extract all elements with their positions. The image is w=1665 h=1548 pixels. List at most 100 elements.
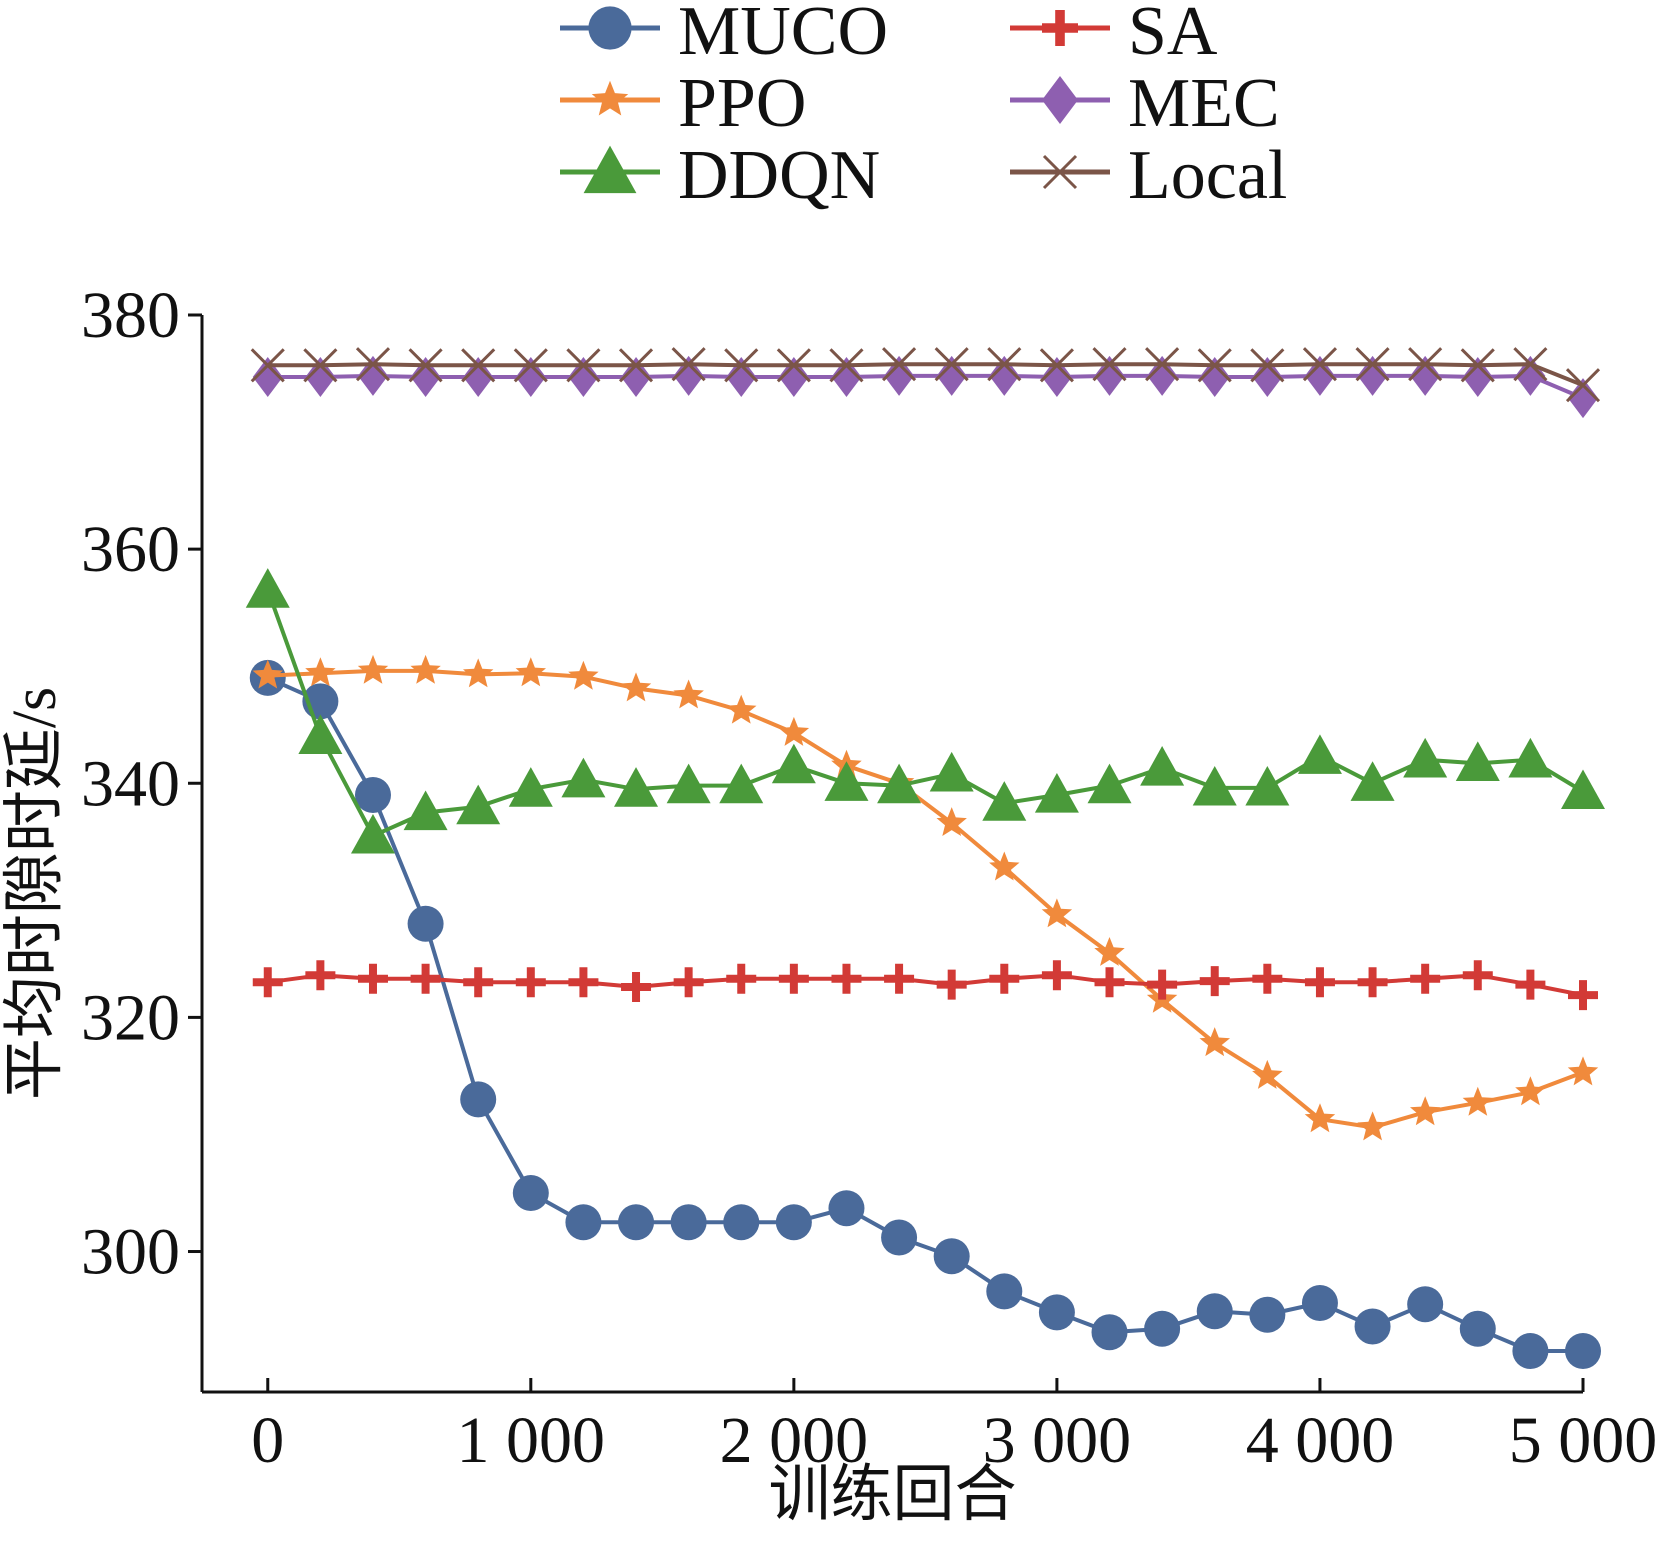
data-point-sa	[1410, 963, 1441, 994]
legend-marker-mec	[1042, 76, 1078, 124]
legend-item-ddqn: DDQN	[560, 137, 880, 214]
series-local	[250, 347, 1601, 403]
x-tick-label: 4 000	[1246, 1404, 1395, 1477]
legend-label-sa: SA	[1128, 0, 1218, 70]
data-point-local	[1565, 368, 1601, 403]
data-point-local	[618, 348, 654, 383]
data-point-muco	[828, 1190, 865, 1227]
legend-marker-ddqn	[583, 145, 637, 194]
data-point-ppo	[463, 658, 494, 688]
legend-label-ddqn: DDQN	[678, 137, 880, 214]
data-point-local	[1197, 348, 1232, 383]
series-ppo	[252, 654, 1599, 1141]
data-point-ddqn	[561, 757, 606, 798]
data-point-ddqn	[1140, 746, 1185, 786]
data-point-sa	[1147, 969, 1178, 1000]
x-tick-label: 2 000	[720, 1404, 869, 1477]
data-point-local	[1302, 347, 1338, 382]
data-point-ppo	[1567, 1056, 1599, 1086]
data-point-local	[671, 347, 706, 382]
legend-item-mec: MEC	[1010, 65, 1280, 142]
series-line-local	[267, 362, 1584, 388]
data-point-sa	[568, 967, 599, 998]
data-point-ppo	[1410, 1096, 1441, 1126]
data-point-ppo	[1252, 1059, 1283, 1089]
y-axis-title: 平均时隙时延/s	[1, 687, 69, 1100]
data-point-local	[1092, 347, 1127, 382]
data-point-sa	[1094, 967, 1125, 998]
data-point-ddqn	[1192, 765, 1237, 806]
data-point-ddqn	[666, 763, 711, 804]
data-point-ddqn	[403, 790, 448, 831]
data-point-ddqn	[614, 767, 659, 807]
data-point-ppo	[252, 659, 283, 689]
data-point-local	[987, 347, 1022, 382]
data-point-ppo	[1304, 1103, 1336, 1133]
series-ddqn	[245, 568, 1605, 854]
data-point-sa	[410, 963, 441, 994]
data-point-ppo	[1094, 937, 1125, 966]
data-point-sa	[357, 963, 388, 994]
data-point-ddqn	[929, 751, 974, 792]
data-point-ppo	[936, 807, 967, 836]
data-point-local	[513, 348, 548, 383]
data-point-sa	[515, 967, 546, 998]
data-point-ppo	[410, 654, 441, 684]
data-point-muco	[1407, 1286, 1444, 1323]
data-point-muco	[1091, 1314, 1128, 1351]
data-point-local	[1408, 347, 1443, 382]
data-point-ppo	[1199, 1027, 1230, 1057]
x-tick-label: 5 000	[1509, 1404, 1658, 1477]
data-point-local	[882, 347, 917, 382]
data-point-ddqn	[298, 714, 343, 755]
data-point-sa	[1515, 969, 1546, 1000]
legend-label-muco: MUCO	[678, 0, 888, 70]
data-point-local	[1460, 348, 1495, 383]
data-point-muco	[1196, 1293, 1233, 1330]
data-point-ddqn	[1087, 763, 1132, 804]
legend-label-ppo: PPO	[678, 65, 806, 142]
data-point-muco	[1459, 1310, 1496, 1347]
data-point-ddqn	[824, 761, 869, 801]
data-point-sa	[1041, 960, 1072, 991]
data-point-muco	[670, 1204, 707, 1241]
data-point-local	[355, 347, 391, 382]
data-point-muco	[723, 1204, 760, 1241]
legend-item-local: Local	[1010, 137, 1287, 214]
data-point-muco	[1565, 1333, 1601, 1370]
data-point-muco	[1301, 1285, 1338, 1322]
data-point-ppo	[305, 657, 336, 687]
data-point-ppo	[1515, 1076, 1546, 1106]
data-point-ppo	[568, 660, 599, 690]
data-point-local	[1145, 347, 1180, 382]
data-point-muco	[1144, 1310, 1181, 1347]
data-point-ddqn	[1297, 734, 1342, 774]
data-point-local	[461, 348, 496, 383]
data-point-muco	[1249, 1296, 1286, 1333]
data-point-ppo	[1462, 1086, 1493, 1116]
data-point-muco	[512, 1174, 549, 1211]
data-point-ppo	[778, 716, 810, 746]
data-point-muco	[460, 1081, 497, 1118]
data-point-ppo	[620, 672, 652, 702]
x-tick-label: 1 000	[457, 1404, 606, 1477]
data-point-ddqn	[508, 767, 553, 807]
data-point-ddqn	[1245, 765, 1290, 806]
data-point-sa	[1252, 963, 1283, 994]
legend-marker-local	[1042, 154, 1078, 190]
legend-item-ppo: PPO	[560, 65, 806, 142]
data-point-local	[1250, 348, 1285, 383]
data-point-muco	[618, 1204, 655, 1241]
data-point-sa	[1357, 967, 1388, 998]
data-point-sa	[1568, 980, 1598, 1011]
data-point-local	[250, 348, 285, 383]
data-point-ppo	[1357, 1111, 1388, 1141]
data-point-ppo	[726, 694, 757, 724]
data-point-sa	[673, 967, 704, 998]
data-point-muco	[407, 905, 444, 942]
data-point-local	[408, 348, 443, 383]
data-point-ppo	[989, 851, 1020, 881]
data-point-local	[829, 348, 864, 383]
data-point-sa	[305, 960, 336, 991]
